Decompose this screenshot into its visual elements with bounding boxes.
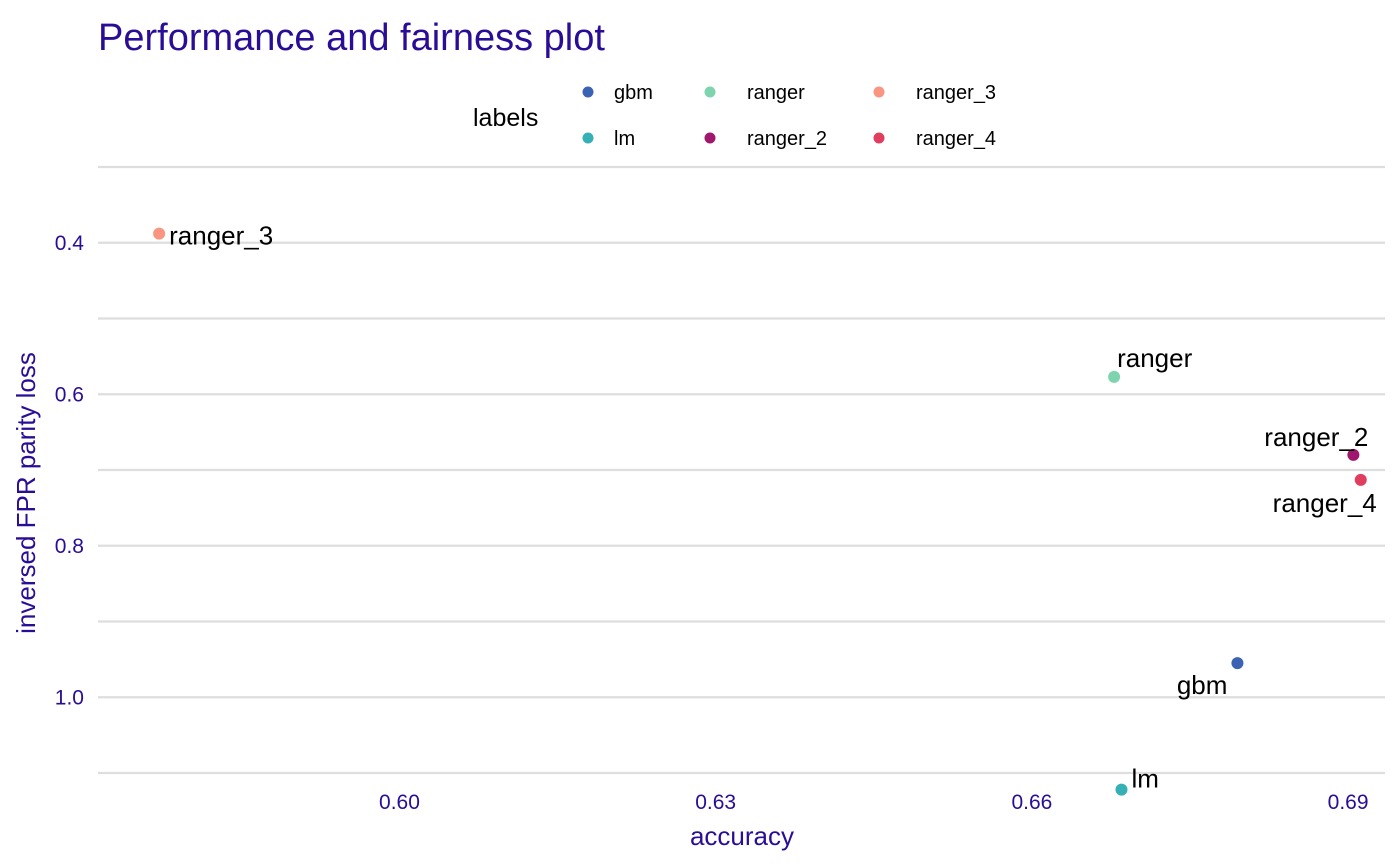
data-point-label: gbm	[1177, 670, 1228, 700]
y-tick-label: 0.6	[55, 383, 84, 406]
legend-marker	[704, 132, 716, 144]
data-point	[1347, 448, 1360, 461]
y-axis-title: inversed FPR parity loss	[11, 352, 41, 634]
legend-marker	[873, 132, 885, 144]
legend-marker	[582, 86, 594, 98]
data-points	[153, 227, 1367, 796]
legend-label: ranger_2	[747, 128, 827, 150]
x-tick-label: 0.60	[379, 791, 420, 814]
legend-marker	[704, 86, 716, 98]
y-tick-label: 0.4	[55, 232, 85, 255]
legend-marker	[873, 86, 885, 98]
legend-label: ranger_3	[916, 82, 996, 104]
data-point	[1108, 370, 1121, 383]
grid-lines	[98, 165, 1385, 775]
x-axis-ticks: 0.60 0.63 0.66 0.69	[379, 791, 1369, 814]
legend-label: lm	[614, 128, 635, 150]
y-tick-label: 1.0	[55, 686, 84, 709]
x-axis-title: accuracy	[690, 821, 794, 851]
y-tick-label: 0.8	[55, 535, 84, 558]
data-point	[1354, 473, 1367, 486]
x-tick-label: 0.66	[1011, 791, 1052, 814]
x-tick-label: 0.63	[695, 791, 736, 814]
data-point-label: ranger_2	[1264, 422, 1368, 452]
data-point	[1115, 783, 1128, 796]
data-point	[1231, 657, 1244, 670]
data-point-label: ranger_4	[1273, 488, 1377, 518]
data-point-label: lm	[1131, 764, 1158, 794]
chart-title: Performance and fairness plot	[98, 17, 605, 59]
legend-label: ranger	[747, 82, 805, 104]
data-point-label: ranger	[1117, 343, 1192, 373]
data-point	[153, 227, 166, 240]
legend-marker	[582, 132, 594, 144]
data-point-label: ranger_3	[169, 221, 273, 251]
legend-label: ranger_4	[916, 128, 996, 150]
legend-title: labels	[473, 104, 538, 132]
legend-label: gbm	[614, 82, 653, 104]
x-tick-label: 0.69	[1328, 791, 1369, 814]
legend-items: gbm lm ranger ranger_2 ranger_3 ranger_4	[582, 82, 996, 150]
legend: labels gbm lm ranger ranger_2 ranger_3ranger…	[473, 82, 996, 150]
y-axis-ticks: 0.4 0.6 0.8 1.0	[55, 232, 85, 710]
